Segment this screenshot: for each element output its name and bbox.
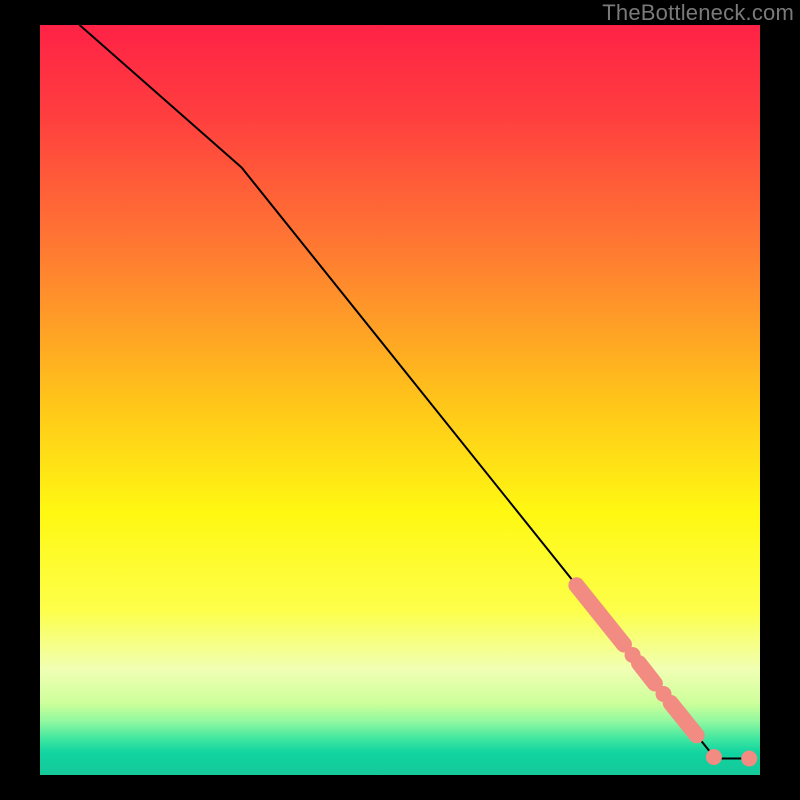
chart-svg <box>40 25 760 775</box>
marker-dot <box>706 749 722 765</box>
plot-area <box>40 25 760 775</box>
marker-dot <box>741 751 757 767</box>
watermark-text: TheBottleneck.com <box>602 0 794 26</box>
chart-container: TheBottleneck.com <box>0 0 800 800</box>
gradient-background <box>40 25 760 775</box>
